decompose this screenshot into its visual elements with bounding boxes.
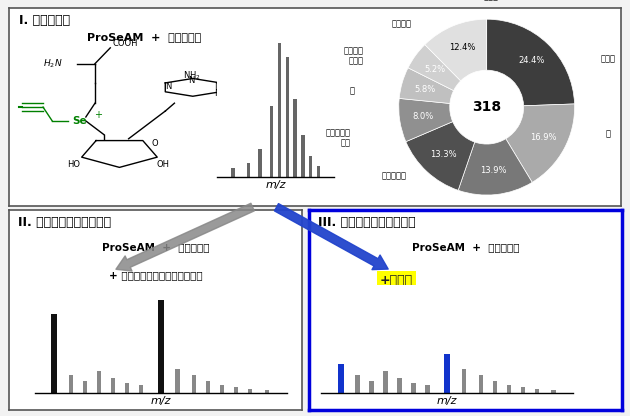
Text: 13.3%: 13.3% <box>430 150 456 158</box>
Bar <box>158 300 164 393</box>
Bar <box>355 375 360 393</box>
Bar <box>192 375 197 393</box>
Text: ミトコン
ドリア: ミトコン ドリア <box>343 47 364 66</box>
Text: 細胞骨格: 細胞骨格 <box>392 19 412 28</box>
Wedge shape <box>425 19 487 81</box>
Text: ProSeAM  +  細胞抽出液: ProSeAM + 細胞抽出液 <box>102 242 210 252</box>
Text: 318: 318 <box>472 100 501 114</box>
Text: I. 網羅的検出: I. 網羅的検出 <box>19 14 70 27</box>
Text: N: N <box>214 82 220 91</box>
Text: オルガネラ
内腔: オルガネラ 内腔 <box>325 128 350 148</box>
Bar <box>309 156 312 177</box>
Text: 5.2%: 5.2% <box>424 65 445 74</box>
Text: 16.9%: 16.9% <box>530 133 556 142</box>
X-axis label: m/z: m/z <box>151 396 171 406</box>
Bar <box>462 369 466 393</box>
Text: N: N <box>188 76 195 85</box>
Bar <box>507 385 511 393</box>
Bar <box>97 371 101 393</box>
Bar <box>384 371 388 393</box>
Bar <box>231 168 234 177</box>
Bar <box>285 57 289 177</box>
Wedge shape <box>399 99 453 142</box>
Text: HO: HO <box>67 160 80 169</box>
Bar <box>270 106 273 177</box>
Bar <box>248 389 253 393</box>
Bar <box>411 383 416 393</box>
Bar <box>234 387 239 393</box>
Wedge shape <box>486 19 575 106</box>
Text: ProSeAM  +  細胞抽出液: ProSeAM + 細胞抽出液 <box>87 32 201 42</box>
Bar <box>139 385 143 393</box>
Bar <box>369 381 374 393</box>
Text: N: N <box>165 82 171 91</box>
Text: NH$_2$: NH$_2$ <box>183 69 200 82</box>
Bar <box>398 379 402 393</box>
Bar <box>535 389 539 393</box>
Bar <box>69 375 73 393</box>
Text: 細胞質基質: 細胞質基質 <box>382 171 407 180</box>
Bar <box>83 381 88 393</box>
Bar <box>220 385 224 393</box>
Text: 5.8%: 5.8% <box>415 85 435 94</box>
Bar <box>425 385 430 393</box>
Text: Se: Se <box>72 116 87 126</box>
Bar <box>338 364 344 393</box>
Text: +: + <box>94 110 102 120</box>
Text: COOH: COOH <box>112 40 137 48</box>
Bar <box>520 387 525 393</box>
Text: 24.4%: 24.4% <box>518 57 544 65</box>
Text: + 精製タンパク質メチル化酵素: + 精製タンパク質メチル化酵素 <box>109 270 203 280</box>
Text: その他: その他 <box>484 0 498 2</box>
Wedge shape <box>506 104 575 182</box>
Text: II. 基質タンパク質の探索: II. 基質タンパク質の探索 <box>18 216 112 229</box>
Text: III. メチル化阻害剤の評価: III. メチル化阻害剤の評価 <box>318 216 416 229</box>
Bar <box>125 383 129 393</box>
Wedge shape <box>406 121 474 190</box>
Bar <box>493 381 497 393</box>
Bar <box>206 381 210 393</box>
Text: 細胞質: 細胞質 <box>601 54 616 63</box>
X-axis label: m/z: m/z <box>265 180 286 190</box>
Wedge shape <box>399 68 454 104</box>
Bar <box>111 379 115 393</box>
Wedge shape <box>408 45 461 91</box>
Bar <box>247 163 250 177</box>
Bar <box>294 99 297 177</box>
Text: 13.9%: 13.9% <box>480 166 507 176</box>
Bar <box>265 390 269 393</box>
Text: 膜: 膜 <box>350 87 355 96</box>
X-axis label: m/z: m/z <box>437 396 457 406</box>
Bar <box>444 354 450 393</box>
Bar <box>175 369 180 393</box>
Bar <box>301 135 304 177</box>
Text: 8.0%: 8.0% <box>413 112 434 121</box>
Bar <box>278 43 281 177</box>
Bar <box>551 390 556 393</box>
Text: N: N <box>214 89 220 98</box>
Bar <box>317 166 320 177</box>
Bar <box>51 314 57 393</box>
Text: 12.4%: 12.4% <box>449 43 476 52</box>
Text: +阻害剤: +阻害剤 <box>380 274 413 287</box>
Text: $H_2N$: $H_2N$ <box>43 57 62 70</box>
Bar <box>479 375 483 393</box>
Text: 核: 核 <box>605 129 610 138</box>
Wedge shape <box>458 139 532 195</box>
Text: OH: OH <box>157 160 170 169</box>
Text: O: O <box>152 139 158 148</box>
Text: ProSeAM  +  細胞抽出液: ProSeAM + 細胞抽出液 <box>412 242 519 252</box>
Bar <box>258 149 262 177</box>
